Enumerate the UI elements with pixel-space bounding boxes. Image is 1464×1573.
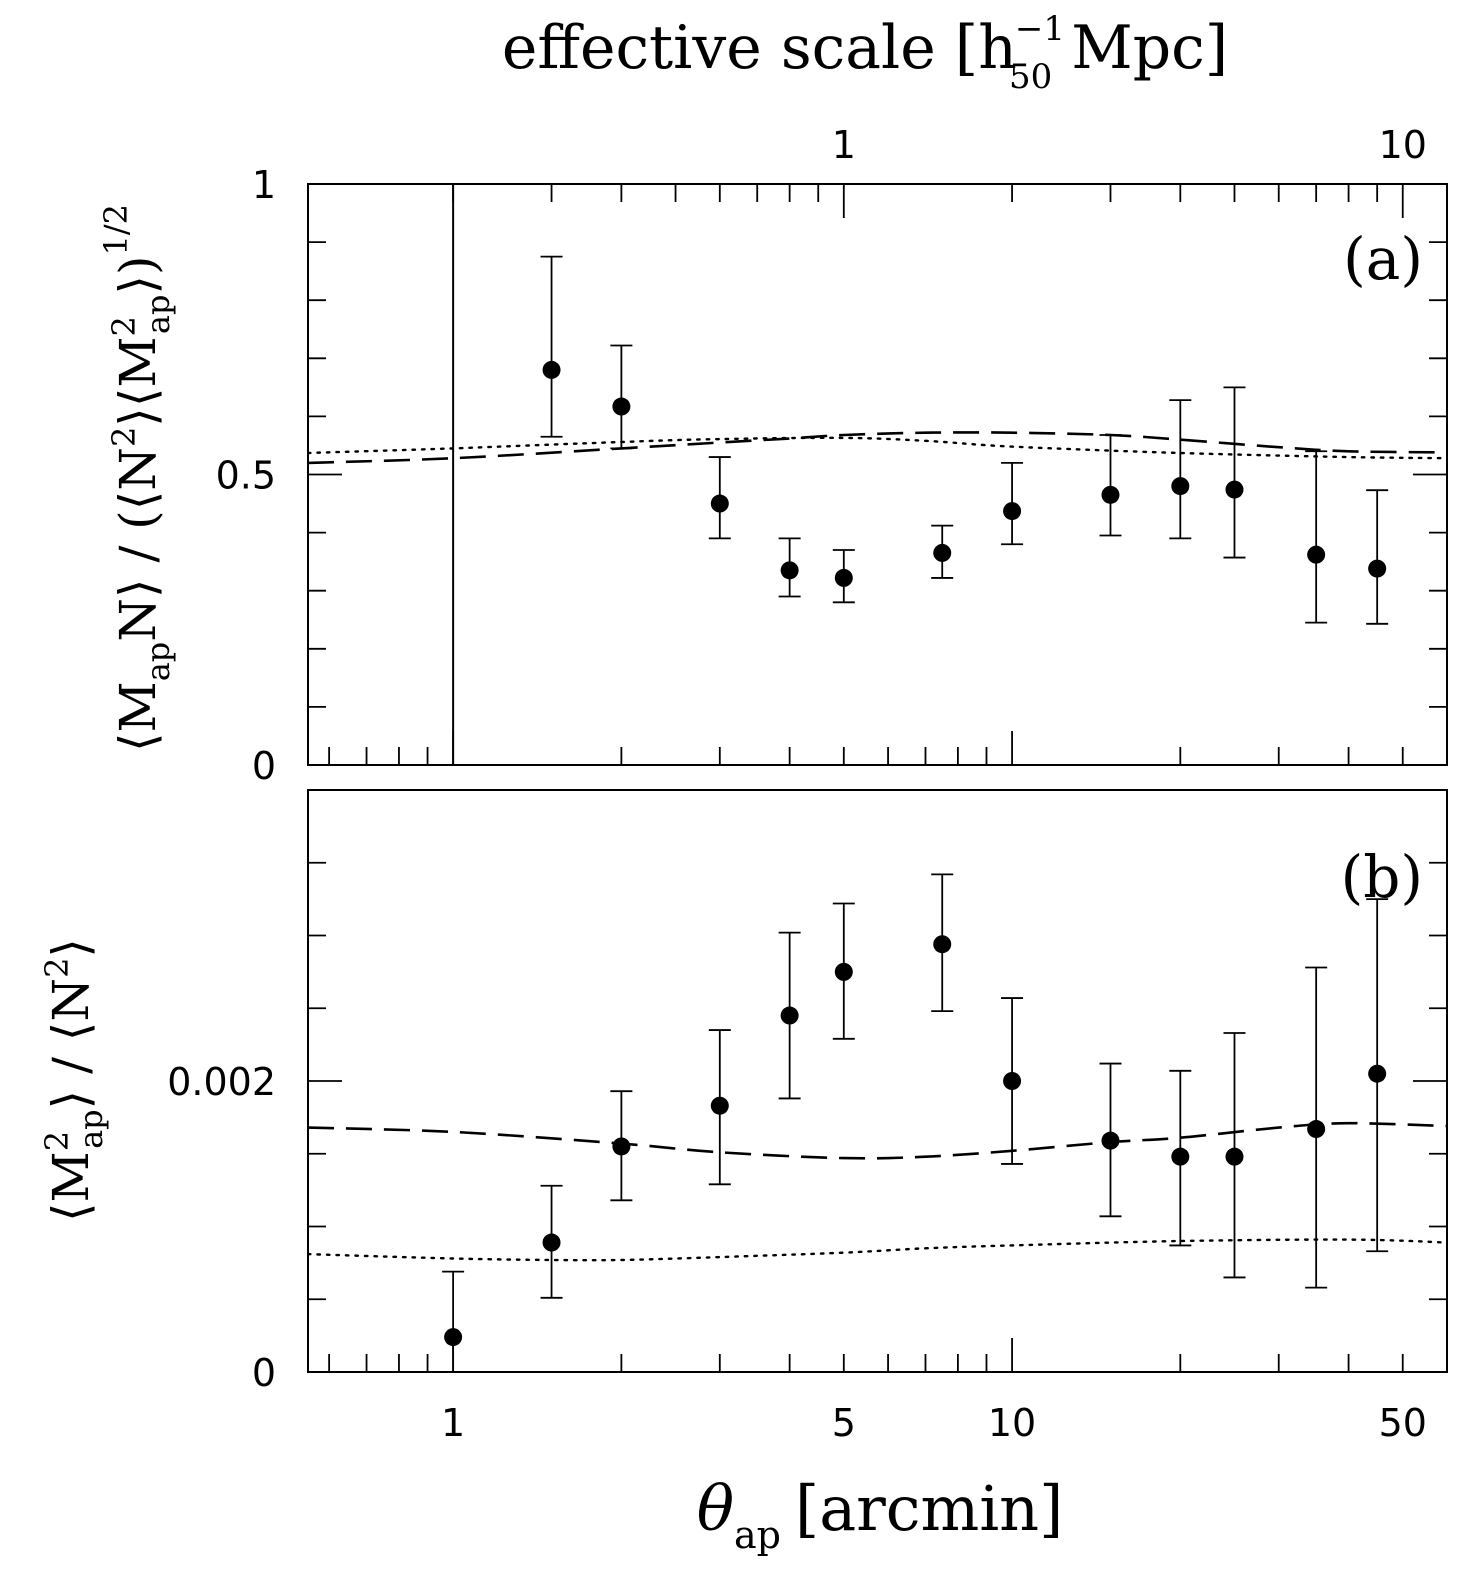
- xlabel-sub: ap: [734, 1513, 781, 1557]
- ylabel-b-part-5: ⟩: [42, 938, 100, 958]
- ylabel-a-part-8: 1/2: [97, 204, 135, 256]
- ylabel-b: ⟨M2ap⟩ / ⟨N2⟩: [38, 938, 110, 1222]
- data-point-a: [780, 561, 799, 580]
- ylabel-b-group: ⟨M2ap⟩ / ⟨N2⟩: [38, 938, 110, 1222]
- plot-area-b: [308, 873, 1447, 1372]
- x-tick-label: 1: [441, 1401, 465, 1445]
- data-point-a: [612, 397, 631, 416]
- xlabel-symbol: θ: [697, 1472, 734, 1545]
- top-axis-tick-label: 10: [1379, 123, 1427, 167]
- data-point-a: [1307, 545, 1326, 564]
- data-point-b: [933, 935, 952, 954]
- data-point-a: [1003, 502, 1022, 521]
- top-axis-unit-sub: 50: [1009, 57, 1052, 97]
- data-point-a: [542, 360, 561, 379]
- x-tick-label: 5: [832, 1401, 856, 1445]
- model-curve-dashed-a: [308, 431, 1447, 465]
- data-point-b: [1101, 1131, 1120, 1150]
- ylabel-a-part-5: 2: [105, 316, 143, 336]
- ylabel-b-part-3: ⟩ / ⟨N: [42, 978, 100, 1109]
- data-point-b: [710, 1096, 729, 1115]
- ylabel-a-part-3: 2: [105, 427, 143, 447]
- xlabel: θap [arcmin]: [697, 1472, 1064, 1557]
- data-point-a: [1101, 485, 1120, 504]
- data-point-b: [780, 1006, 799, 1025]
- data-point-b: [612, 1137, 631, 1156]
- y-tick-label-b: 0.002: [167, 1060, 276, 1104]
- model-curve-dashed-b: [308, 1121, 1447, 1160]
- y-tick-label-b: 0: [252, 1351, 276, 1395]
- plot-area-a: [308, 184, 1447, 765]
- data-point-b: [1368, 1064, 1387, 1083]
- ylabel-a-group: ⟨MapN⟩ / (⟨N2⟩⟨M2ap⟩)1/2: [97, 204, 177, 752]
- model-curve-dotted-a: [308, 436, 1447, 460]
- ylabel-a: ⟨MapN⟩ / (⟨N2⟩⟨M2ap⟩)1/2: [97, 204, 177, 752]
- top-axis-label: effective scale: [502, 13, 936, 83]
- ylabel-a-part-1: ap: [139, 642, 177, 682]
- panel-b: 0 0.002 (b) 1 5 10 50: [167, 789, 1448, 1445]
- ylabel-b-part-1: 2: [38, 1131, 76, 1151]
- data-point-a: [1171, 477, 1190, 496]
- x-tick-label: 50: [1379, 1401, 1427, 1445]
- xlabel-unit: [arcmin]: [795, 1472, 1063, 1545]
- ylabel-a-part-7: ⟩): [109, 256, 167, 295]
- ylabel-a-part-6: ap: [139, 295, 177, 335]
- data-point-b: [1003, 1072, 1022, 1090]
- ylabel-b-part-2: ap: [72, 1109, 110, 1149]
- plot-frame-b: [307, 789, 1448, 1373]
- data-point-b: [1307, 1120, 1326, 1139]
- ylabel-a-part-4: ⟩⟨M: [109, 336, 167, 426]
- ylabel-b-part-4: 2: [38, 958, 76, 978]
- top-axis-unit-open: [h: [955, 13, 1017, 83]
- top-axis-tick-label: 1: [832, 123, 856, 167]
- data-point-a: [1368, 559, 1387, 578]
- data-point-b: [542, 1233, 561, 1252]
- top-axis-unit-sup: −1: [1015, 9, 1065, 49]
- data-point-b: [834, 962, 853, 981]
- y-tick-label-a: 0: [252, 744, 276, 788]
- model-curve-dotted-b: [308, 1238, 1447, 1262]
- y-tick-label-a: 0.5: [216, 454, 276, 498]
- data-point-a: [1225, 480, 1244, 499]
- top-axis-title: effective scale [h−1 50 Mpc]: [502, 9, 1228, 97]
- panel-label-a: (a): [1343, 225, 1423, 293]
- panel-label-b: (b): [1341, 843, 1423, 911]
- data-point-b: [1225, 1147, 1244, 1166]
- y-tick-label-a: 1: [252, 163, 276, 207]
- plot-frame-a: [307, 183, 1448, 766]
- ylabel-a-part-2: N⟩ / (⟨N: [109, 447, 167, 642]
- panel-a: 0 0.5 1 (a) 1 10: [216, 123, 1448, 788]
- ylabel-a-part-0: ⟨M: [109, 681, 167, 752]
- data-point-a: [933, 543, 952, 562]
- data-point-b: [444, 1328, 463, 1347]
- data-point-b: [1171, 1147, 1190, 1166]
- data-point-a: [710, 494, 729, 513]
- x-tick-label: 10: [988, 1401, 1036, 1445]
- top-axis-unit-close: Mpc]: [1052, 13, 1228, 83]
- ylabel-b-part-0: ⟨M: [42, 1151, 100, 1222]
- data-point-a: [834, 568, 853, 587]
